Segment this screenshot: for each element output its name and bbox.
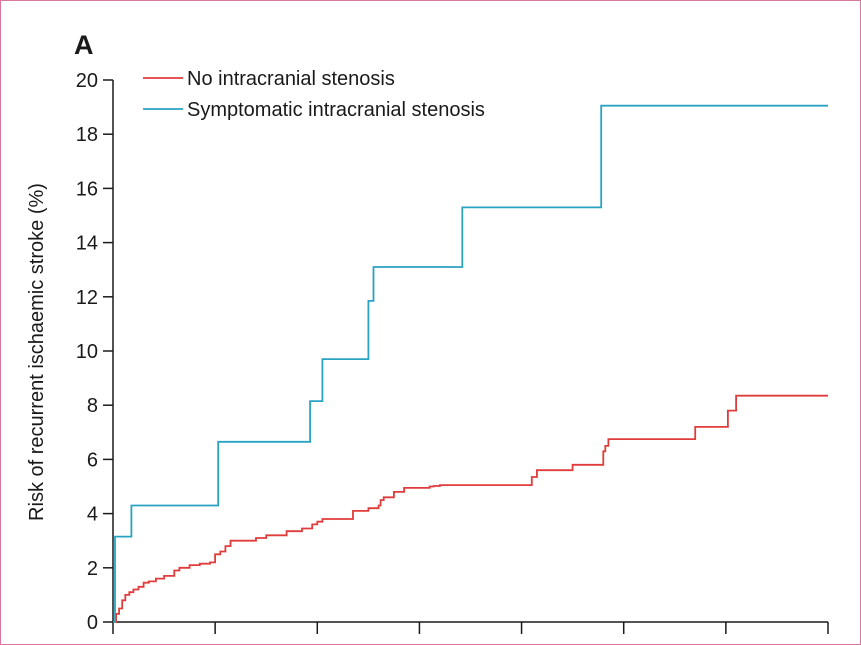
y-axis: 0 2 4 6 8 10 12 14 16 18 20 [76,70,114,634]
legend-label: Symptomatic intracranial stenosis [187,99,485,121]
y-tick-label: 0 [87,612,98,634]
y-tick-label: 18 [76,124,98,146]
y-tick-label: 8 [87,395,98,417]
y-tick-label: 4 [87,504,98,526]
x-axis [112,621,829,634]
panel-label: A [74,30,94,60]
series-line-symptomatic-stenosis [113,104,828,623]
y-tick-label: 16 [76,178,98,200]
y-tick-label: 20 [76,70,98,92]
y-tick-label: 14 [76,233,98,255]
y-tick-label: 12 [76,287,98,309]
y-tick-label: 2 [87,558,98,580]
y-tick-label: 10 [76,341,98,363]
legend-label: No intracranial stenosis [187,68,395,90]
y-tick-label: 6 [87,449,98,471]
series-line-no-stenosis [113,394,828,623]
legend: No intracranial stenosis Symptomatic intr… [143,68,485,121]
series-group [113,104,828,623]
y-axis-title: Risk of recurrent ischaemic stroke (%) [26,183,48,521]
